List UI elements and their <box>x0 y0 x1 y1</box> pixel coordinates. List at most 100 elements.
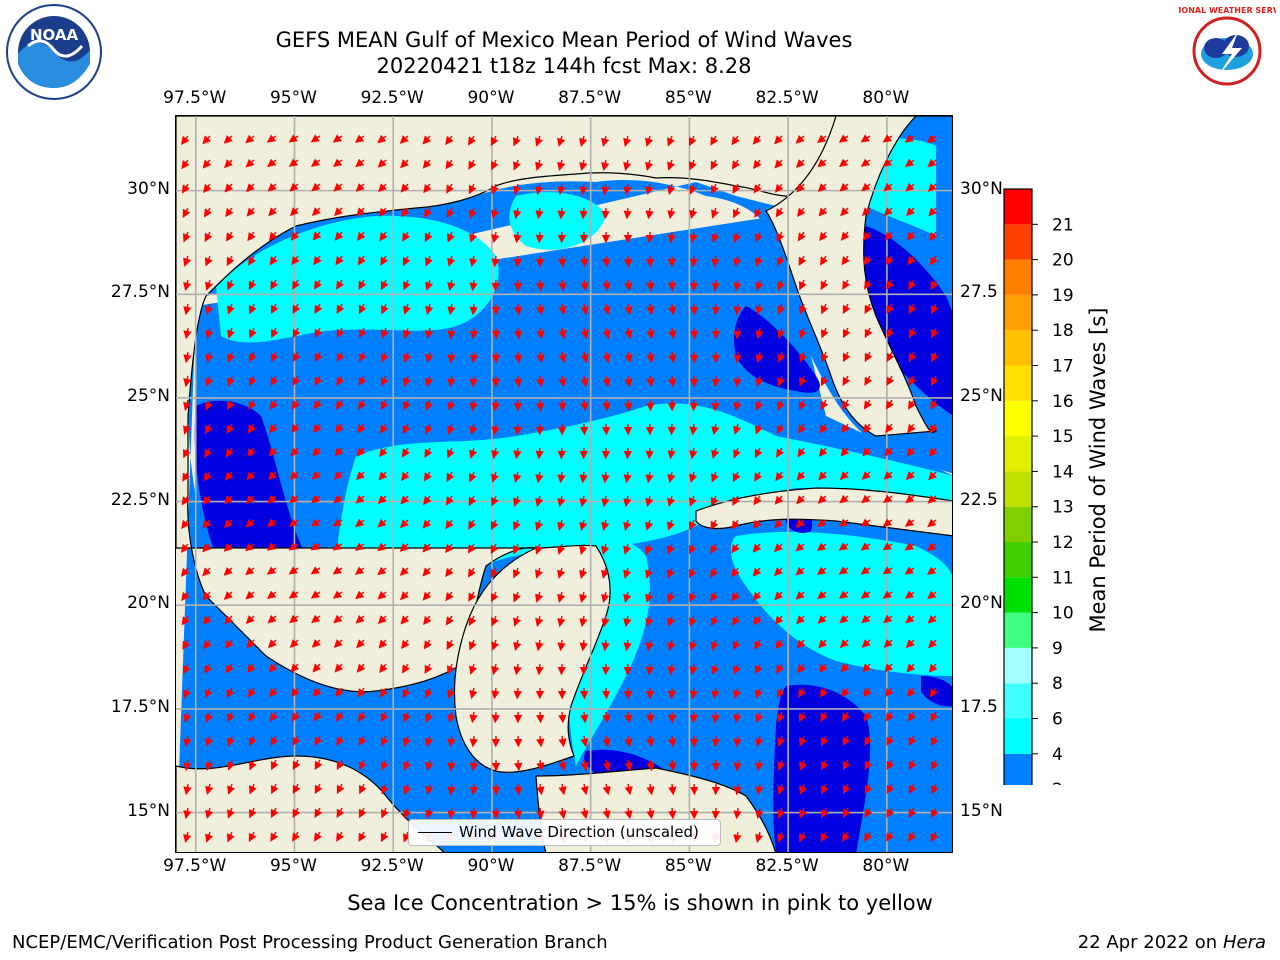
wave-direction-arrow <box>777 783 786 795</box>
wave-direction-arrow <box>754 207 763 218</box>
wave-direction-arrow <box>535 567 543 579</box>
wave-direction-arrow <box>864 735 873 746</box>
wave-direction-arrow <box>204 255 213 267</box>
wave-direction-arrow <box>425 711 433 723</box>
colorbar-tick-label: 11 <box>1052 568 1074 588</box>
wave-direction-arrow <box>536 375 545 388</box>
wave-direction-arrow <box>842 279 851 290</box>
wave-direction-arrow <box>667 687 677 700</box>
wave-direction-arrow <box>777 351 786 363</box>
wave-direction-arrow <box>601 471 610 484</box>
wave-direction-arrow <box>447 255 456 267</box>
wave-direction-arrow <box>332 134 343 143</box>
wave-direction-arrow <box>557 447 566 460</box>
wave-direction-arrow <box>557 591 566 603</box>
wave-direction-arrow <box>882 542 893 551</box>
wave-direction-arrow <box>182 231 191 243</box>
wave-direction-arrow <box>711 687 720 700</box>
wave-direction-arrow <box>311 207 321 217</box>
wave-direction-arrow <box>270 375 279 387</box>
colorbar-segment <box>1004 753 1032 785</box>
wave-direction-arrow <box>795 518 805 528</box>
wave-direction-arrow <box>646 375 655 388</box>
wave-direction-arrow <box>289 207 299 217</box>
wave-direction-arrow <box>689 471 698 483</box>
wave-direction-arrow <box>754 471 763 482</box>
lon-tick-label-bottom: 80°W <box>862 856 910 876</box>
wave-direction-arrow <box>731 567 740 578</box>
wave-direction-arrow <box>755 399 764 411</box>
wave-direction-arrow <box>820 303 829 315</box>
wave-direction-arrow <box>601 159 610 172</box>
wave-direction-arrow <box>268 447 278 457</box>
wave-direction-arrow <box>181 159 190 170</box>
wave-direction-arrow <box>491 447 500 460</box>
wave-direction-arrow <box>883 182 893 192</box>
wave-direction-arrow <box>469 759 478 772</box>
wave-direction-arrow <box>183 423 191 435</box>
wave-direction-arrow <box>291 711 300 722</box>
wave-direction-arrow <box>862 447 872 457</box>
wave-direction-arrow <box>226 711 235 723</box>
wave-direction-arrow <box>645 543 654 555</box>
sea-ice-note: Sea Ice Concentration > 15% is shown in … <box>0 891 1280 915</box>
wave-direction-arrow <box>248 759 257 771</box>
wave-direction-arrow <box>689 663 698 676</box>
wave-direction-arrow <box>445 543 454 554</box>
wave-direction-arrow <box>380 831 389 843</box>
wave-direction-arrow <box>927 134 937 144</box>
wave-direction-arrow <box>401 447 410 458</box>
colorbar-segment <box>1004 506 1032 542</box>
lat-tick-label-left: 17.5°N <box>110 696 170 717</box>
wave-direction-arrow <box>377 590 387 600</box>
wave-direction-arrow <box>378 471 388 481</box>
wave-direction-arrow <box>733 255 742 268</box>
wave-direction-arrow <box>355 518 365 528</box>
wave-direction-arrow <box>468 183 477 195</box>
wave-direction-arrow <box>313 399 322 410</box>
wave-direction-arrow <box>689 615 697 627</box>
wave-direction-arrow <box>270 279 279 290</box>
wave-direction-arrow <box>731 519 740 530</box>
wave-direction-arrow <box>817 518 827 528</box>
wave-direction-arrow <box>447 711 456 724</box>
wave-direction-arrow <box>202 519 212 529</box>
wave-direction-arrow <box>399 591 409 601</box>
wave-direction-arrow <box>668 351 677 364</box>
wave-direction-arrow <box>424 255 433 267</box>
wave-direction-arrow <box>930 375 939 387</box>
wave-direction-arrow <box>491 471 500 483</box>
wave-direction-arrow <box>333 494 343 504</box>
wave-direction-arrow <box>732 447 741 459</box>
wave-direction-arrow <box>223 542 233 552</box>
wave-direction-arrow <box>579 639 588 652</box>
wave-direction-arrow <box>861 182 871 192</box>
wave-direction-arrow <box>580 303 589 316</box>
wave-direction-arrow <box>885 687 894 698</box>
wave-direction-arrow <box>380 687 389 698</box>
wave-direction-arrow <box>513 639 522 652</box>
wave-direction-arrow <box>777 759 786 771</box>
wave-direction-arrow <box>248 375 257 387</box>
map-legend: Wind Wave Direction (unscaled) <box>408 819 721 846</box>
wave-direction-arrow <box>469 687 478 700</box>
wave-direction-arrow <box>468 471 477 483</box>
wave-direction-arrow <box>646 711 655 724</box>
wave-direction-arrow <box>247 663 256 674</box>
wave-direction-arrow <box>795 566 805 576</box>
wave-direction-arrow <box>310 134 321 143</box>
wave-direction-arrow <box>711 375 720 388</box>
wave-direction-arrow <box>290 231 300 241</box>
wave-direction-arrow <box>291 687 300 698</box>
wave-direction-arrow <box>602 759 611 772</box>
colorbar-segment <box>1004 718 1032 754</box>
wave-direction-arrow <box>689 183 697 195</box>
date-text: 22 Apr 2022 on <box>1077 932 1218 953</box>
lon-tick-label-bottom: 90°W <box>467 856 515 876</box>
wave-direction-arrow <box>469 303 478 316</box>
wave-direction-arrow <box>513 615 522 627</box>
colorbar-label: Mean Period of Wind Waves [s] <box>1086 307 1110 633</box>
wave-direction-arrow <box>668 759 677 772</box>
wave-direction-arrow <box>399 135 409 144</box>
wave-direction-arrow <box>403 303 411 315</box>
